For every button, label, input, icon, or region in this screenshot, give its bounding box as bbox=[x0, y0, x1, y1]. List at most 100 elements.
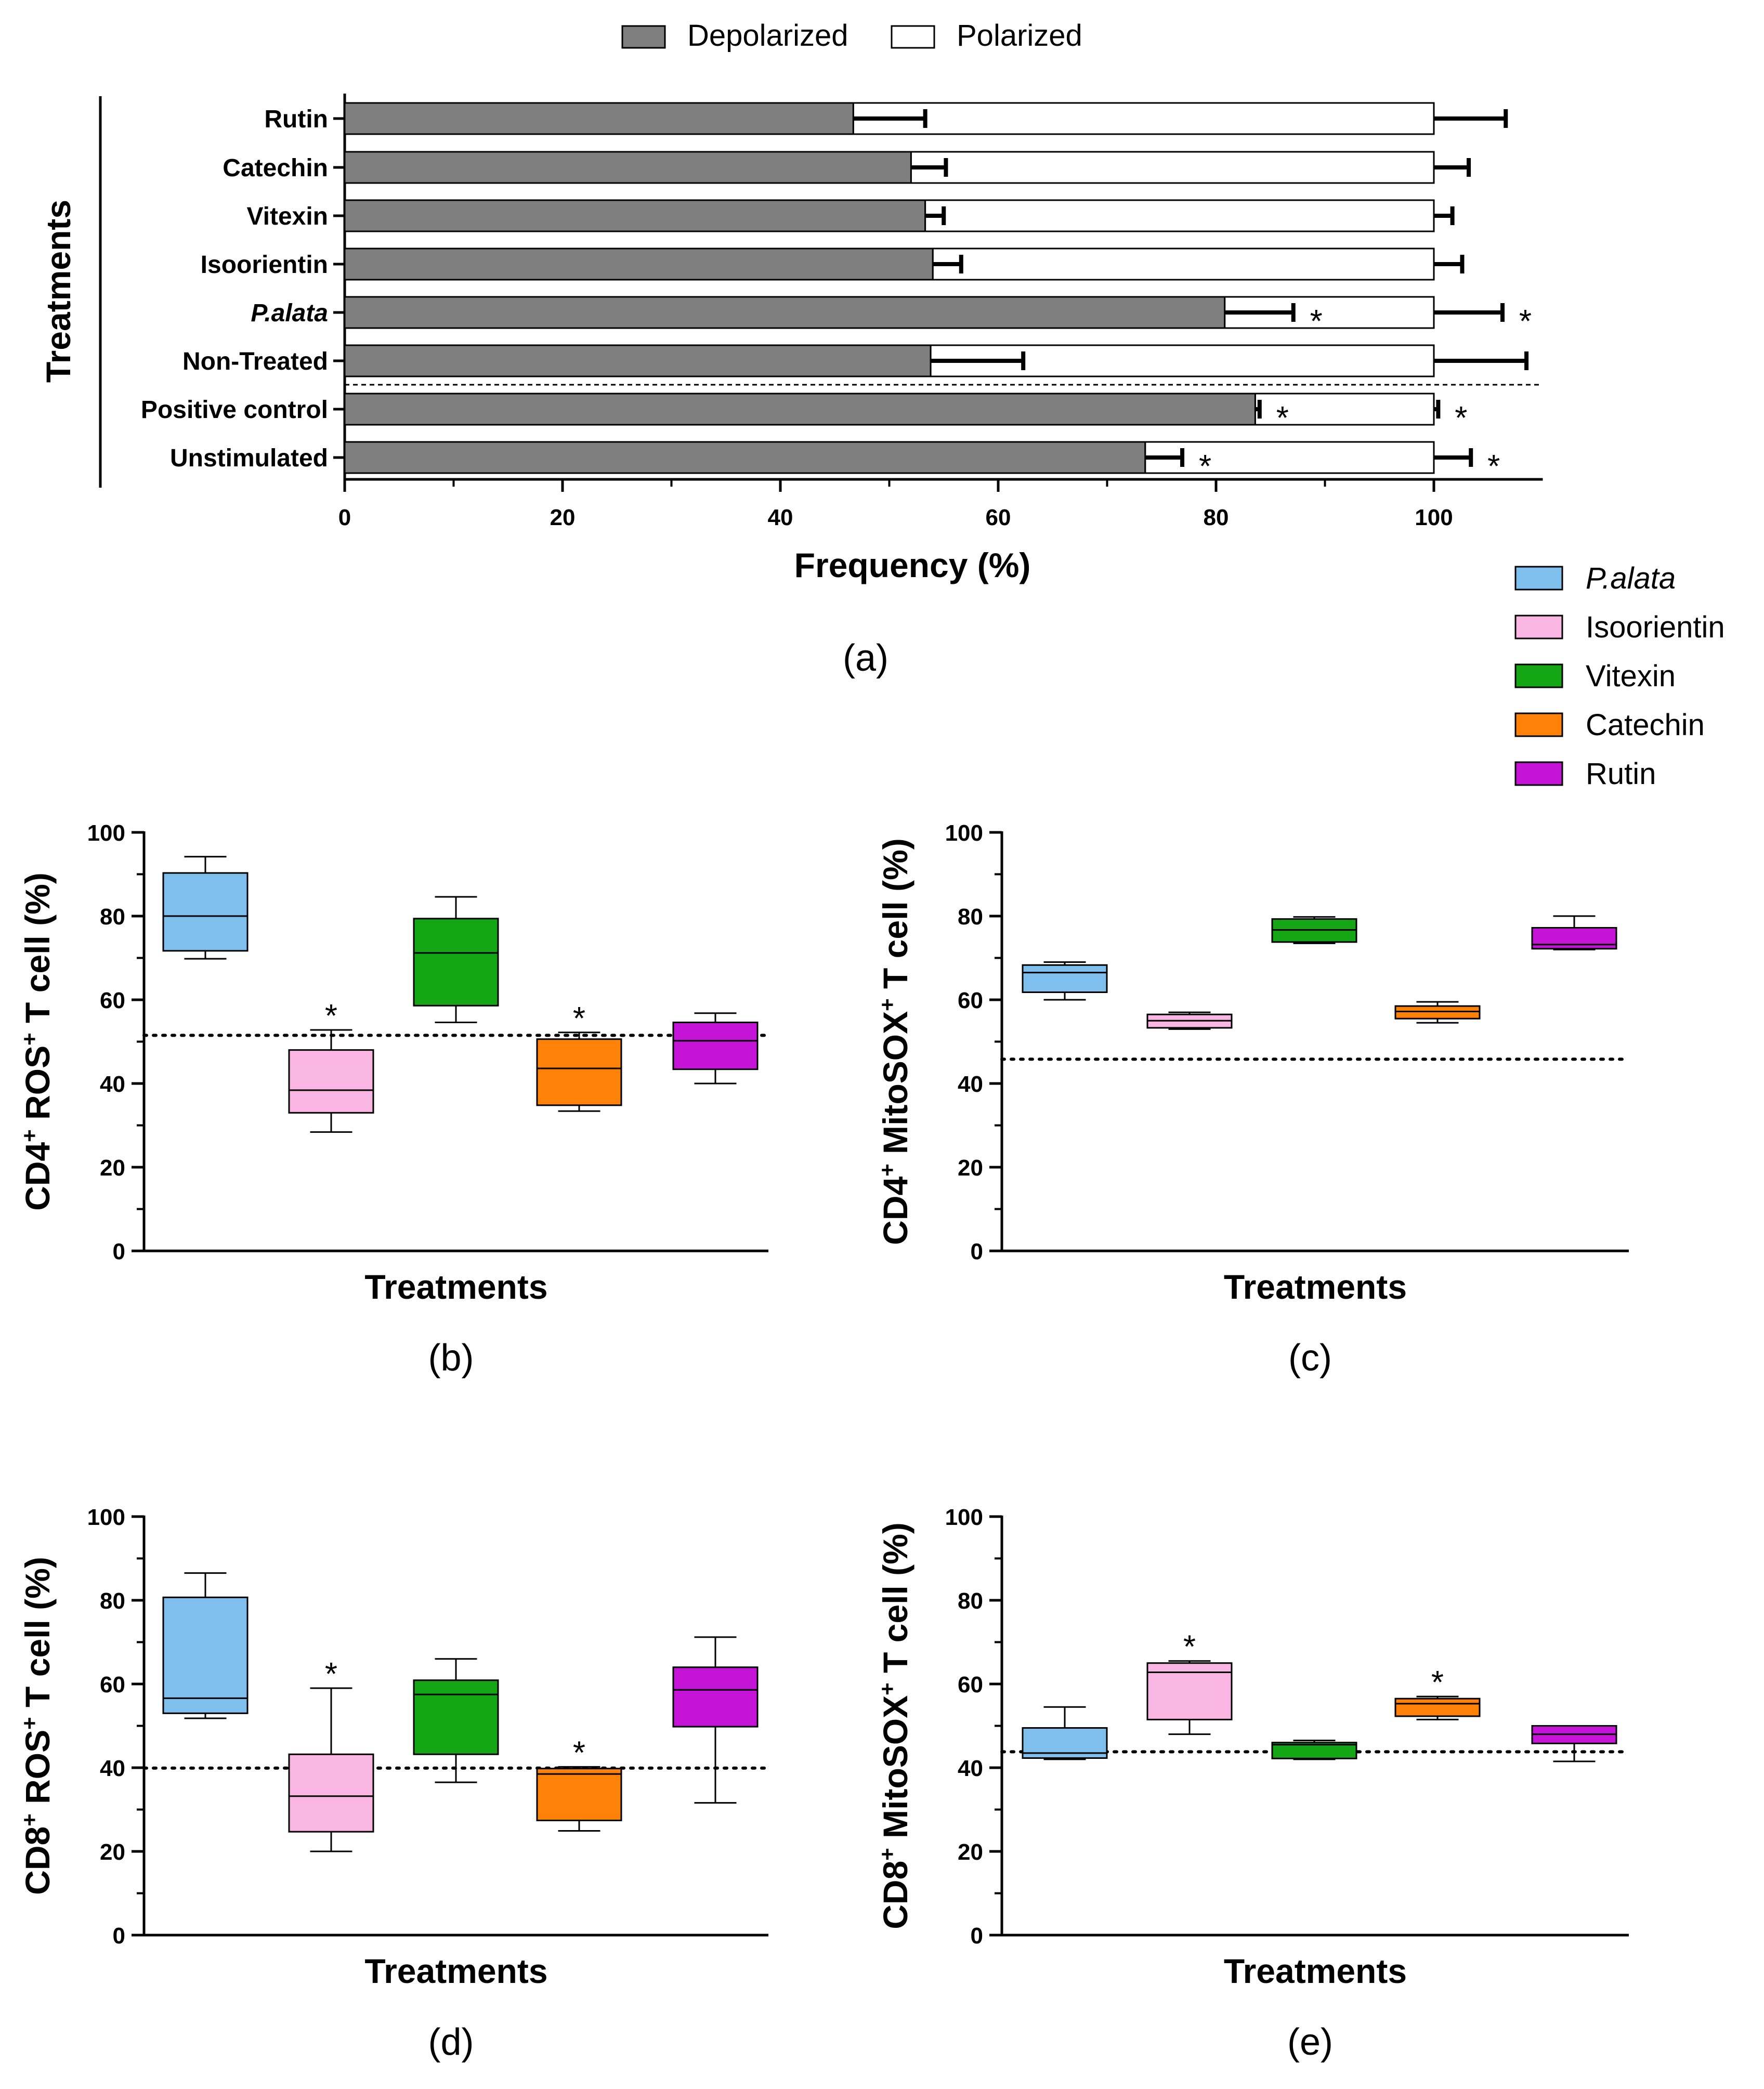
x-axis-title: Treatments bbox=[364, 1268, 547, 1306]
category-label-catechin: Catechin bbox=[223, 154, 328, 182]
y-tick-label: 80 bbox=[958, 1588, 983, 1614]
legend-label-vitexin: Vitexin bbox=[1586, 659, 1676, 693]
y-tick-label: 60 bbox=[958, 988, 983, 1013]
significance-marker: * bbox=[325, 1656, 337, 1692]
category-label-isoorientin: Isoorientin bbox=[201, 251, 328, 279]
bar-depolarized-p-alata bbox=[344, 296, 1226, 329]
y-tick-label: 0 bbox=[113, 1923, 125, 1949]
panel-label-a: (a) bbox=[843, 637, 888, 679]
y-axis-title: CD4+ ROS+ T cell (%) bbox=[17, 872, 57, 1211]
bar-depolarized-isoorientin bbox=[344, 247, 934, 281]
y-axis-title-part: MitoSOX bbox=[876, 1695, 914, 1848]
y-axis-title-superscript: + bbox=[875, 1164, 899, 1177]
significance-marker: * bbox=[1487, 449, 1500, 485]
y-tick-label: 60 bbox=[958, 1672, 983, 1698]
panel-label-e: (e) bbox=[1287, 2021, 1333, 2063]
legend-label-polarized: Polarized bbox=[957, 19, 1082, 53]
y-axis-title-part: CD8 bbox=[18, 1826, 57, 1895]
bar-depolarized-vitexin bbox=[344, 199, 926, 232]
legend-swatch-vitexin bbox=[1514, 663, 1563, 688]
bar-polarized-rutin bbox=[852, 102, 1435, 135]
significance-marker: * bbox=[1199, 449, 1211, 485]
y-tick-label: 100 bbox=[945, 1505, 983, 1530]
y-tick-label: 100 bbox=[87, 1505, 125, 1530]
y-tick-label: 0 bbox=[971, 1923, 983, 1949]
panel-a-stacked-bar-chart: Depolarized Polarized Treatments 0 20 40 60 80 1… bbox=[39, 19, 1543, 679]
legend-swatch-polarized bbox=[891, 25, 935, 49]
x-tick-label: 60 bbox=[986, 505, 1011, 530]
y-axis-title-superscript: + bbox=[17, 1129, 42, 1142]
panel-label-b: (b) bbox=[428, 1337, 474, 1379]
significance-marker: * bbox=[573, 1735, 585, 1771]
y-axis-title-superscript: + bbox=[875, 1848, 899, 1861]
category-label-p-alata: P.alata bbox=[251, 299, 328, 327]
bar-polarized-isoorientin bbox=[932, 247, 1435, 281]
bar-depolarized-unstimulated bbox=[344, 441, 1146, 474]
bar-depolarized-non-treated bbox=[344, 344, 932, 377]
y-axis-title-superscript: + bbox=[17, 1717, 42, 1730]
box-rutin bbox=[672, 1021, 759, 1070]
y-tick-label: 40 bbox=[100, 1072, 125, 1097]
significance-marker: * bbox=[1183, 1629, 1196, 1665]
significance-marker: * bbox=[1276, 400, 1289, 436]
box-isoorientin bbox=[288, 1753, 374, 1833]
legend-label-p-alata: P.alata bbox=[1586, 562, 1676, 595]
y-axis-title-part: CD4 bbox=[18, 1142, 57, 1210]
panel-label-c: (c) bbox=[1288, 1337, 1332, 1379]
category-label-vitexin: Vitexin bbox=[246, 203, 328, 230]
x-tick-label: 40 bbox=[768, 505, 793, 530]
legend-label-catechin: Catechin bbox=[1586, 708, 1705, 742]
legend-label-depolarized: Depolarized bbox=[687, 19, 848, 53]
x-axis-title: Frequency (%) bbox=[794, 546, 1031, 584]
box-catechin bbox=[1394, 1698, 1481, 1717]
x-tick-label: 100 bbox=[1415, 505, 1453, 530]
legend-swatch-rutin bbox=[1514, 761, 1563, 786]
y-tick-label: 40 bbox=[958, 1072, 983, 1097]
legend-swatch-catechin bbox=[1514, 712, 1563, 737]
significance-marker: * bbox=[1310, 304, 1323, 340]
y-tick-label: 40 bbox=[958, 1756, 983, 1781]
panel-label-d: (d) bbox=[428, 2021, 474, 2063]
y-tick-label: 100 bbox=[945, 820, 983, 846]
x-axis-title: Treatments bbox=[1224, 1952, 1407, 1990]
category-label-positive-control: Positive control bbox=[141, 396, 328, 424]
legend-swatch-isoorientin bbox=[1514, 615, 1563, 639]
y-tick-label: 80 bbox=[100, 1588, 125, 1614]
y-axis-title-superscript: + bbox=[17, 1813, 42, 1826]
category-label-unstimulated: Unstimulated bbox=[170, 445, 328, 472]
x-tick-label: 0 bbox=[338, 505, 351, 530]
legend-label-isoorientin: Isoorientin bbox=[1586, 610, 1725, 644]
significance-marker: * bbox=[1519, 304, 1532, 340]
significance-marker: * bbox=[1455, 400, 1467, 436]
box-p-alata bbox=[162, 1596, 249, 1714]
box-vitexin bbox=[413, 918, 499, 1007]
significance-marker: * bbox=[573, 1001, 585, 1037]
y-tick-label: 60 bbox=[100, 988, 125, 1013]
box-rutin bbox=[672, 1666, 759, 1728]
y-axis-title-part: ROS bbox=[18, 1730, 57, 1813]
y-tick-label: 0 bbox=[971, 1239, 983, 1264]
y-axis-title: Treatments bbox=[39, 200, 77, 383]
box-p-alata bbox=[1022, 964, 1108, 994]
bar-polarized-unstimulated bbox=[1144, 441, 1435, 474]
box-plot-legend: P.alata Isoorientin Vitexin Catechin Rutin bbox=[1514, 562, 1725, 791]
bar-polarized-vitexin bbox=[924, 199, 1435, 232]
y-axis-title: CD4+ MitoSOX+ T cell (%) bbox=[875, 838, 914, 1245]
y-axis-title-part: T cell (%) bbox=[18, 872, 57, 1033]
y-axis-title-part: MitoSOX bbox=[876, 1011, 914, 1164]
y-axis-title-superscript: + bbox=[17, 1033, 42, 1046]
legend-swatch-p-alata bbox=[1514, 566, 1563, 591]
y-tick-label: 0 bbox=[113, 1239, 125, 1264]
x-axis-title: Treatments bbox=[364, 1952, 547, 1990]
bar-depolarized-rutin bbox=[344, 102, 854, 135]
legend-swatch-depolarized bbox=[621, 25, 666, 49]
box-isoorientin bbox=[288, 1049, 374, 1114]
bar-polarized-catechin bbox=[910, 151, 1435, 184]
y-tick-label: 40 bbox=[100, 1756, 125, 1781]
legend-label-rutin: Rutin bbox=[1586, 757, 1656, 791]
y-tick-label: 20 bbox=[958, 1839, 983, 1865]
